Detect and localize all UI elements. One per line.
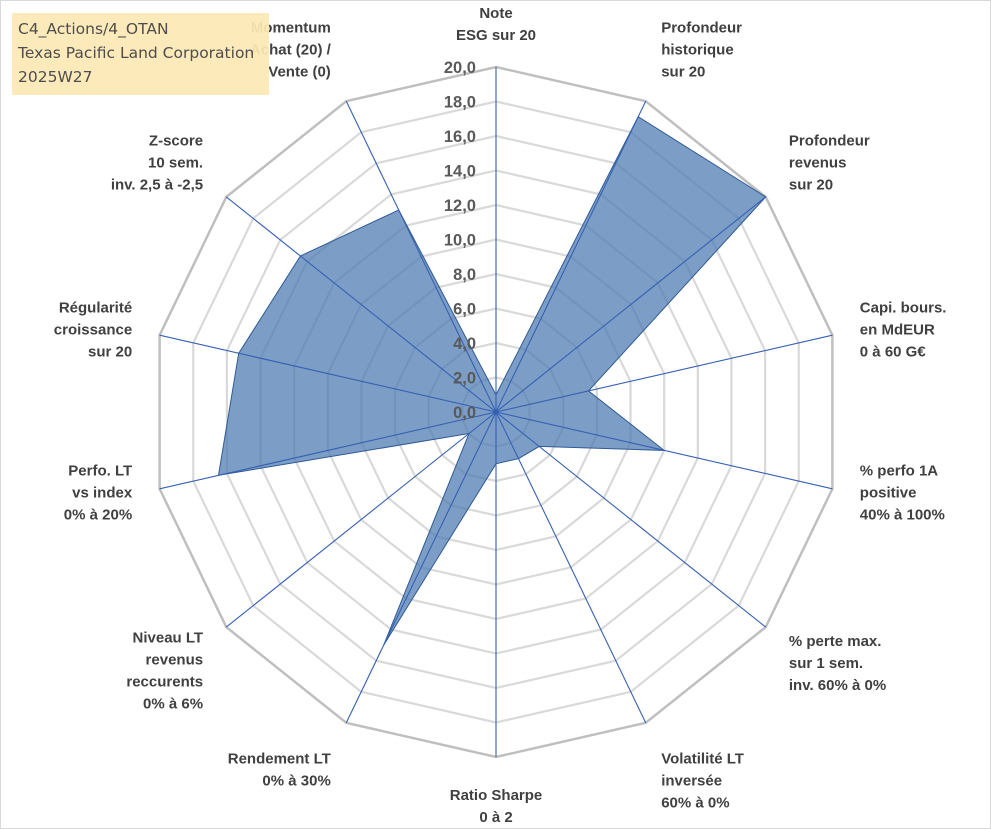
tick-label: 2,0	[453, 370, 476, 388]
axis-label-line: 40% à 100%	[860, 507, 945, 524]
axis-label-line: reccurents	[126, 674, 203, 691]
axis-spoke-11	[159, 334, 497, 413]
axis-label-9: Niveau LT revenus reccurents 0% à 6%	[126, 630, 203, 713]
axis-label-line: Z-score	[149, 132, 203, 149]
axis-label-line: Perfo. LT	[68, 463, 132, 480]
axis-label-line: sur 20	[789, 176, 833, 193]
tick-label: 14,0	[444, 163, 476, 181]
axis-label-line: % perfo 1A	[860, 463, 939, 480]
axis-spoke-1	[495, 100, 647, 413]
axis-spoke-10	[159, 411, 497, 490]
axis-labels: Note ESG sur 20 Profondeur historique sur 20…	[54, 5, 947, 826]
axis-label-3: Capi. bours. en MdEUR 0 à 60 G€	[860, 299, 947, 360]
tick-label: 12,0	[444, 197, 476, 215]
axis-label-0: Note ESG sur 20	[456, 5, 536, 44]
axis-label-line: Note	[479, 5, 512, 22]
axis-spoke-4	[495, 411, 833, 490]
axis-label-7: Ratio Sharpe 0 à 2	[450, 787, 543, 826]
tick-label: 16,0	[444, 128, 476, 146]
axis-label-line: Momentum	[251, 19, 331, 36]
tick-label: 20,0	[444, 59, 476, 77]
axis-spoke-2	[495, 196, 767, 413]
axis-spoke-12	[225, 196, 497, 413]
tick-label: 4,0	[453, 335, 476, 353]
axis-label-line: sur 20	[88, 343, 132, 360]
tick-label: 0,0	[453, 404, 476, 422]
axis-spoke-6	[495, 411, 647, 724]
axis-label-line: Vente (0)	[268, 63, 331, 80]
tick-label: 6,0	[453, 301, 476, 319]
axis-label-line: ESG sur 20	[456, 27, 536, 44]
tick-label: 10,0	[444, 232, 476, 250]
axis-label-line: Volatilité LT	[661, 751, 744, 768]
axis-label-line: Rendement LT	[228, 751, 331, 768]
axis-label-13: Momentum Achat (20) / Vente (0)	[250, 19, 332, 80]
axis-spoke-13	[345, 100, 497, 413]
radar-series-layer	[217, 115, 767, 646]
axis-label-10: Perfo. LT vs index 0% à 20%	[64, 463, 133, 524]
axis-spoke-5	[495, 411, 767, 628]
axis-label-line: % perte max.	[789, 633, 882, 650]
axis-label-line: Régularité	[59, 299, 132, 316]
axis-spoke-9	[225, 411, 497, 628]
tick-label: 8,0	[453, 266, 476, 284]
axis-label-line: 0% à 20%	[64, 507, 132, 524]
axis-spoke-8	[345, 411, 497, 724]
series-polygon-0	[217, 115, 767, 646]
chart-title-line-1: C4_Actions/4_OTAN	[18, 20, 169, 38]
axis-label-line: inv. 60% à 0%	[789, 677, 886, 694]
chart-title-box: C4_Actions/4_OTAN Texas Pacific Land Cor…	[12, 13, 269, 95]
radial-tick-labels: 0,0 2,0 4,0 6,0 8,0 10,0 12,0 14,0 16,0 18,0 20,0	[444, 59, 476, 422]
chart-title-line-2: Texas Pacific Land Corporation	[18, 44, 255, 62]
tick-label: 18,0	[444, 94, 476, 112]
axis-label-line: 0 à 2	[479, 809, 512, 826]
axis-label-line: inversée	[661, 773, 722, 790]
axis-label-11: Régularité croissance sur 20	[54, 299, 132, 360]
radar-spokes	[159, 67, 833, 757]
axis-label-line: 0% à 6%	[143, 696, 203, 713]
axis-label-line: Ratio Sharpe	[450, 787, 543, 804]
axis-label-5: % perte max. sur 1 sem. inv. 60% à 0%	[789, 633, 886, 694]
axis-label-line: inv. 2,5 à -2,5	[111, 176, 203, 193]
axis-label-line: sur 1 sem.	[789, 655, 863, 672]
axis-label-line: 60% à 0%	[661, 795, 729, 812]
axis-label-line: historique	[661, 41, 734, 58]
axis-label-line: revenus	[789, 154, 847, 171]
axis-label-line: Capi. bours.	[860, 299, 947, 316]
axis-label-8: Rendement LT 0% à 30%	[228, 751, 331, 790]
axis-label-line: 10 sem.	[148, 154, 203, 171]
axis-label-1: Profondeur historique sur 20	[661, 19, 742, 80]
axis-label-6: Volatilité LT inversée 60% à 0%	[661, 751, 744, 812]
axis-label-line: vs index	[72, 485, 133, 502]
axis-label-12: Z-score 10 sem. inv. 2,5 à -2,5	[111, 132, 203, 193]
axis-label-2: Profondeur revenus sur 20	[789, 132, 870, 193]
axis-label-line: en MdEUR	[860, 321, 935, 338]
axis-label-line: croissance	[54, 321, 132, 338]
axis-label-line: sur 20	[661, 63, 705, 80]
axis-label-line: 0 à 60 G€	[860, 343, 927, 360]
axis-label-line: Niveau LT	[133, 630, 204, 647]
axis-label-line: Achat (20) /	[250, 41, 332, 58]
axis-label-line: revenus	[146, 652, 204, 669]
axis-label-line: Profondeur	[789, 132, 870, 149]
axis-label-4: % perfo 1A positive 40% à 100%	[860, 463, 945, 524]
axis-label-line: 0% à 30%	[262, 773, 330, 790]
axis-label-line: Profondeur	[661, 19, 742, 36]
axis-spoke-3	[495, 334, 833, 413]
chart-title-line-3: 2025W27	[18, 68, 93, 86]
axis-label-line: positive	[860, 485, 917, 502]
